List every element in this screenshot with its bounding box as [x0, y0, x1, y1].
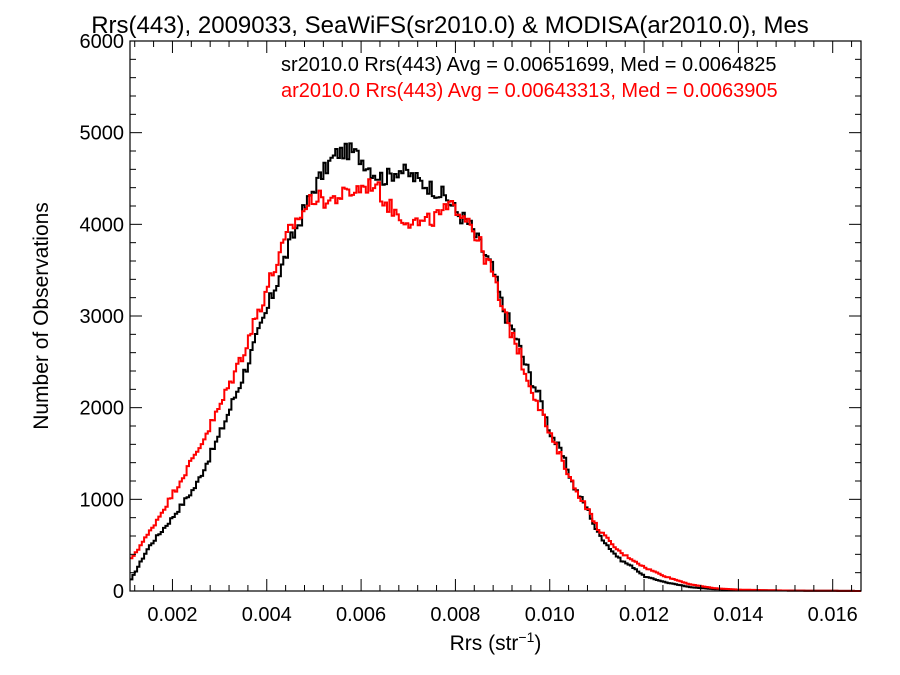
legend-entry-1: ar2010.0 Rrs(443) Avg = 0.00643313, Med … — [281, 80, 778, 102]
x-tick-label: 0.006 — [336, 604, 386, 626]
x-tick-label: 0.012 — [619, 604, 669, 626]
y-tick-label: 4000 — [80, 214, 125, 236]
x-tick-label: 0.004 — [242, 604, 292, 626]
x-axis-label-close: ) — [534, 632, 541, 655]
series-layer — [130, 142, 861, 592]
x-tick-label: 0.002 — [147, 604, 197, 626]
legend-entry-0: sr2010.0 Rrs(443) Avg = 0.00651699, Med … — [281, 54, 777, 76]
plot-frame — [129, 40, 862, 592]
x-axis-label: Rrs (str−1) — [450, 629, 542, 655]
x-tick-label: 0.010 — [525, 604, 575, 626]
x-axis-label-main: Rrs (str — [450, 632, 519, 655]
series-line-0 — [130, 142, 861, 592]
series-line-1 — [130, 178, 861, 592]
ticks-layer: 0.002 0.004 0.006 0.008 0.010 0.012 0.014 0.016… — [80, 31, 861, 626]
chart-title: Rrs(443), 2009033, SeaWiFS(sr2010.0) & M… — [91, 12, 809, 39]
y-tick-label: 2000 — [80, 398, 125, 420]
legend: sr2010.0 Rrs(443) Avg = 0.00651699, Med … — [281, 54, 778, 102]
y-tick-label: 6000 — [80, 31, 125, 53]
y-tick-label: 1000 — [80, 489, 125, 511]
x-tick-label: 0.008 — [430, 604, 480, 626]
y-tick-label: 0 — [113, 581, 124, 603]
x-tick-label: 0.014 — [713, 604, 763, 626]
y-tick-label: 3000 — [80, 306, 125, 328]
y-tick-label: 5000 — [80, 123, 125, 145]
x-axis-label-superscript: −1 — [518, 629, 534, 645]
x-tick-label: 0.016 — [808, 604, 858, 626]
y-axis-label: Number of Observations — [30, 202, 53, 430]
